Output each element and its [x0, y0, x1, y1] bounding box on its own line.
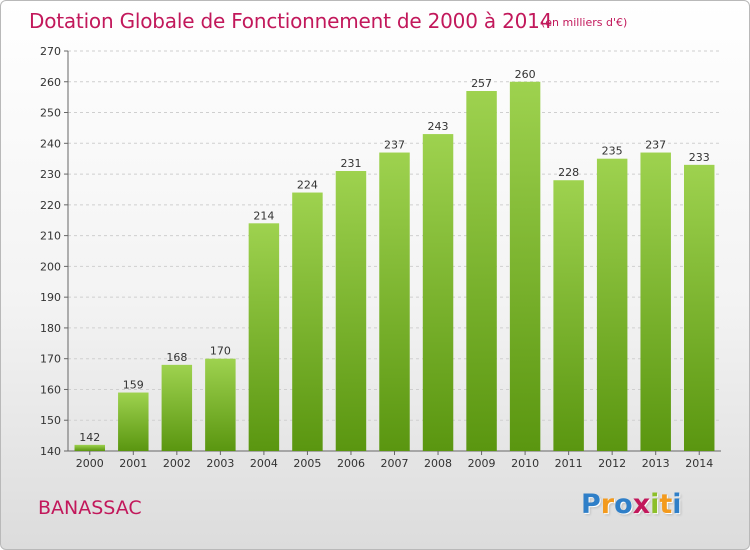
- value-label: 214: [253, 209, 274, 222]
- x-tick-label: 2005: [293, 457, 321, 470]
- value-label: 159: [123, 379, 144, 392]
- bar-2001: [118, 392, 149, 451]
- y-tick-label: 180: [40, 322, 61, 335]
- bar-2014: [683, 164, 715, 451]
- bar-2007: [379, 152, 410, 452]
- value-label: 260: [515, 68, 536, 81]
- y-tick-label: 150: [40, 414, 61, 427]
- y-tick-label: 160: [40, 383, 61, 396]
- y-tick-label: 270: [40, 45, 61, 58]
- bar-2003: [205, 358, 236, 451]
- chart-title: Dotation Globale de Fonctionnement de 20…: [29, 9, 553, 33]
- brand-letter: r: [600, 489, 615, 520]
- brand-logo: Proxiti: [581, 489, 682, 520]
- x-axis-ticks: 2000 2001 2002 2003 2004 2005 2006 2007 2008 2009…: [76, 457, 713, 470]
- y-tick-label: 240: [40, 137, 61, 150]
- value-label: 170: [210, 345, 231, 358]
- bar-2002: [161, 364, 193, 451]
- bar-2004: [248, 223, 280, 451]
- bar-2006: [335, 171, 367, 451]
- x-tick-label: 2008: [424, 457, 452, 470]
- x-tick-label: 2000: [76, 457, 104, 470]
- bar-2008: [422, 134, 454, 452]
- value-label: 257: [471, 77, 492, 90]
- bar-2000: [74, 444, 106, 451]
- bar-2010: [509, 81, 541, 452]
- y-tick-label: 260: [40, 76, 61, 89]
- y-tick-label: 250: [40, 107, 61, 120]
- value-label: 168: [166, 351, 187, 364]
- value-labels: 142 159 168 170 214 224 231 237 243 257 260 228 235 2…: [79, 68, 709, 444]
- y-tick-label: 210: [40, 230, 61, 243]
- x-tick-label: 2010: [511, 457, 539, 470]
- x-tick-label: 2013: [642, 457, 670, 470]
- x-tick-label: 2004: [250, 457, 278, 470]
- x-tick-label: 2003: [206, 457, 234, 470]
- x-tick-label: 2012: [598, 457, 626, 470]
- bar-2009: [466, 91, 497, 451]
- brand-letter: t: [659, 489, 673, 520]
- y-tick-label: 140: [40, 445, 61, 458]
- bar-2012: [596, 158, 628, 451]
- brand-letter: x: [632, 489, 651, 520]
- value-label: 228: [558, 166, 579, 179]
- y-tick-label: 200: [40, 260, 61, 273]
- brand-letter: i: [672, 489, 682, 520]
- bar-2013: [640, 152, 671, 452]
- value-label: 233: [689, 151, 710, 164]
- value-label: 237: [645, 139, 666, 152]
- brand-letter: P: [581, 489, 601, 520]
- x-tick-label: 2001: [119, 457, 147, 470]
- chart-subtitle: (en milliers d'€): [541, 16, 628, 29]
- y-tick-label: 190: [40, 291, 61, 304]
- value-label: 237: [384, 139, 405, 152]
- x-tick-label: 2011: [555, 457, 583, 470]
- brand-letter: o: [614, 489, 633, 520]
- y-axis-ticks: 140 150 160 170 180 190 200 210 220 230 240 250 260 2…: [40, 45, 61, 458]
- value-label: 243: [428, 120, 449, 133]
- bars: [74, 81, 715, 452]
- value-label: 235: [602, 145, 623, 158]
- brand-letter: i: [650, 489, 660, 520]
- x-tick-label: 2009: [468, 457, 496, 470]
- y-tick-label: 230: [40, 168, 61, 181]
- y-tick-label: 170: [40, 353, 61, 366]
- x-tick-label: 2014: [685, 457, 713, 470]
- value-label: 142: [79, 431, 100, 444]
- commune-name: BANASSAC: [38, 497, 142, 519]
- x-tick-label: 2006: [337, 457, 365, 470]
- bar-2005: [292, 192, 323, 452]
- x-tick-label: 2007: [381, 457, 409, 470]
- value-label: 231: [340, 157, 361, 170]
- bar-2011: [553, 180, 584, 451]
- x-tick-label: 2002: [163, 457, 191, 470]
- value-label: 224: [297, 179, 318, 192]
- y-tick-label: 220: [40, 199, 61, 212]
